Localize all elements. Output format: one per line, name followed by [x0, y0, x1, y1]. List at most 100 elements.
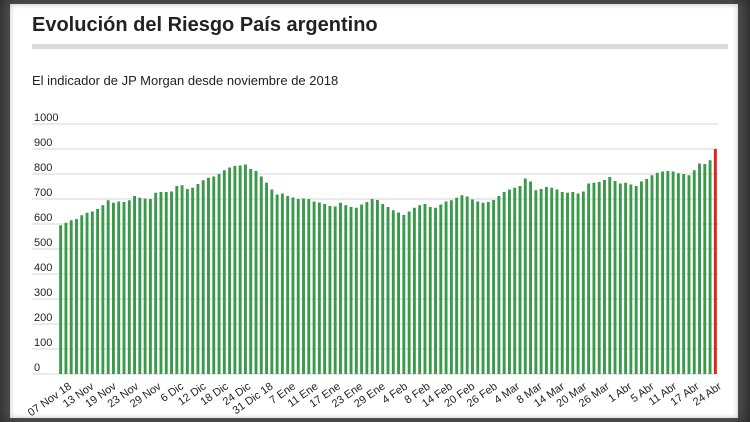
bar	[439, 204, 443, 374]
title-divider	[32, 44, 728, 49]
bar	[307, 199, 311, 374]
bar	[375, 200, 379, 374]
bar	[629, 184, 633, 374]
bar	[233, 166, 237, 374]
bar	[238, 165, 242, 374]
y-tick-label: 800	[34, 162, 52, 174]
bar	[603, 180, 606, 374]
bar	[608, 177, 612, 374]
bar	[191, 187, 195, 374]
bar	[481, 202, 485, 374]
bar	[471, 199, 474, 374]
bar	[386, 207, 390, 374]
bar	[370, 199, 374, 374]
bar	[111, 202, 115, 374]
bar	[69, 220, 73, 374]
bar	[682, 174, 686, 374]
bar	[492, 200, 496, 374]
bar	[666, 171, 670, 374]
bar	[222, 170, 226, 374]
bar	[539, 189, 543, 374]
bar	[291, 197, 295, 374]
bar	[412, 207, 416, 374]
bar	[571, 192, 575, 374]
bar-chart: 0 100 200 300 400 500 600 700 800 900 1000 07 Nov …	[26, 112, 724, 418]
bar	[259, 176, 263, 374]
bar	[418, 205, 422, 374]
bar	[402, 215, 406, 374]
bar	[661, 171, 665, 374]
bar	[122, 202, 126, 374]
bar	[154, 192, 158, 374]
bar	[703, 164, 707, 374]
bar	[360, 204, 364, 374]
bar	[587, 183, 591, 374]
bar	[127, 200, 131, 374]
bar	[185, 189, 189, 374]
bar	[286, 196, 290, 374]
bar	[323, 204, 327, 374]
bar	[566, 192, 569, 374]
bar	[64, 222, 68, 374]
bar	[434, 207, 437, 374]
bar	[698, 163, 701, 374]
bar	[676, 173, 680, 374]
bar	[317, 202, 321, 374]
y-tick-label: 1000	[34, 112, 58, 124]
bar	[96, 209, 100, 374]
bar	[687, 175, 691, 374]
bar	[344, 205, 348, 374]
bar	[302, 198, 305, 374]
bar-latest	[713, 149, 717, 374]
bar	[518, 186, 522, 374]
bar	[671, 171, 675, 374]
bar	[354, 207, 358, 374]
bar	[645, 179, 649, 374]
y-tick-label: 200	[34, 312, 52, 324]
bar	[655, 172, 659, 374]
bar	[254, 171, 258, 374]
bar	[544, 187, 548, 374]
bar	[529, 181, 533, 374]
bar	[312, 201, 316, 374]
bar	[476, 201, 480, 374]
bar	[196, 184, 200, 374]
bar	[634, 186, 638, 374]
bar	[143, 198, 147, 374]
bar	[133, 196, 137, 374]
bar	[618, 183, 622, 374]
bar	[296, 199, 300, 374]
bar	[692, 170, 696, 374]
bar	[90, 211, 94, 374]
bar	[349, 207, 353, 374]
bar	[397, 212, 401, 374]
bar	[101, 205, 105, 374]
bar	[80, 215, 84, 374]
bar	[407, 211, 411, 374]
bar	[592, 182, 596, 374]
y-axis-labels: 0 100 200 300 400 500 600 700 800 900 1000	[34, 112, 58, 374]
y-tick-label: 500	[34, 237, 52, 249]
bar	[597, 182, 601, 374]
y-tick-label: 600	[34, 212, 52, 224]
bar	[507, 189, 511, 374]
bar	[207, 177, 210, 374]
bar	[502, 192, 506, 374]
bar	[497, 196, 501, 374]
y-tick-label: 400	[34, 262, 52, 274]
bar	[275, 194, 279, 374]
bar	[555, 189, 559, 374]
bar	[217, 174, 221, 374]
y-tick-label: 300	[34, 287, 52, 299]
y-tick-label: 900	[34, 137, 52, 149]
chart-title: Evolución del Riesgo País argentino	[32, 14, 378, 36]
bar	[523, 178, 527, 374]
bar	[212, 176, 216, 374]
bar	[650, 175, 654, 374]
bar	[59, 225, 63, 374]
bar	[164, 192, 168, 374]
bar	[381, 204, 385, 374]
bar	[180, 185, 184, 374]
